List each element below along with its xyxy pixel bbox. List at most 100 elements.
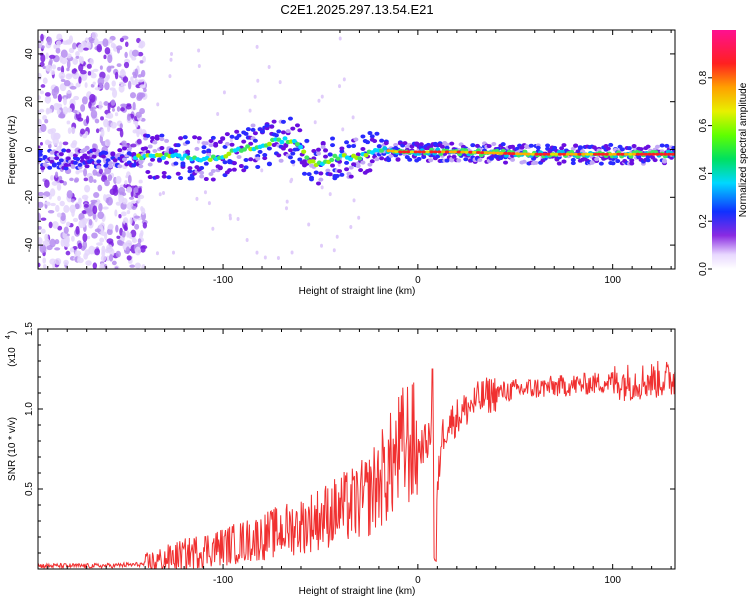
noise-speckle — [92, 143, 96, 149]
noise-speckle — [143, 88, 147, 93]
trace-peak — [452, 150, 458, 154]
noise-speckle — [216, 111, 220, 116]
snr-panel: -100 0 100 0.5 1.0 1.5 Height of straight lin… — [5, 322, 676, 597]
noise-speckle — [74, 177, 80, 183]
trace-halo — [234, 129, 240, 134]
noise-speckle — [140, 69, 146, 78]
noise-speckle — [197, 48, 201, 53]
noise-speckle — [57, 195, 61, 201]
trace-peak — [507, 152, 512, 156]
trace-core — [294, 142, 300, 147]
noise-speckle — [93, 179, 97, 184]
noise-speckle — [40, 217, 47, 221]
trace-peak — [402, 150, 407, 154]
trace-halo — [573, 143, 579, 148]
noise-speckle — [68, 47, 75, 54]
noise-speckle — [101, 249, 106, 258]
noise-speckle — [98, 168, 103, 175]
noise-speckle — [103, 194, 107, 202]
noise-speckle — [131, 238, 137, 244]
trace-halo — [252, 138, 258, 143]
trace-halo — [605, 146, 611, 151]
noise-speckle — [229, 138, 233, 143]
trace-halo — [145, 170, 151, 175]
noise-speckle — [207, 201, 211, 206]
trace-peak — [440, 150, 446, 154]
noise-speckle — [67, 73, 74, 78]
noise-speckle — [76, 257, 84, 264]
spectrogram-ylabel: Frequency (Hz) — [7, 116, 18, 185]
trace-halo — [369, 134, 375, 139]
trace-halo — [75, 157, 81, 162]
noise-speckle — [106, 65, 112, 73]
noise-speckle — [111, 260, 117, 266]
trace-peak — [592, 152, 598, 156]
noise-speckle — [96, 242, 103, 246]
trace-halo — [117, 148, 123, 153]
trace-halo — [175, 171, 181, 176]
noise-speckle — [74, 203, 80, 210]
trace-halo — [143, 146, 149, 151]
noise-speckle — [39, 141, 43, 146]
trace-halo — [201, 145, 207, 150]
noise-speckle — [276, 255, 280, 260]
trace-halo — [187, 166, 193, 171]
trace-peak — [651, 152, 656, 156]
trace-halo — [367, 168, 373, 173]
trace-halo — [330, 163, 336, 168]
trace-halo — [316, 181, 322, 186]
trace-peak — [659, 152, 664, 156]
trace-halo — [199, 170, 205, 175]
trace-halo — [224, 132, 230, 137]
noise-speckle — [39, 90, 44, 95]
noise-speckle — [58, 71, 66, 80]
noise-speckle — [53, 44, 57, 49]
trace-halo — [236, 133, 242, 138]
trace-halo — [100, 154, 106, 159]
trace-peak — [542, 152, 547, 156]
noise-speckle — [135, 111, 142, 118]
colorbar-tick-label: 0.2 — [698, 214, 709, 228]
trace-halo — [297, 157, 303, 162]
noise-speckle — [118, 84, 125, 93]
trace-halo — [360, 160, 366, 165]
trace-halo — [82, 147, 88, 152]
trace-peak — [503, 151, 508, 155]
noise-speckle — [84, 130, 89, 137]
trace-halo — [379, 156, 385, 161]
noise-speckle — [40, 33, 44, 42]
trace-core — [310, 159, 316, 164]
noise-speckle — [73, 95, 80, 101]
noise-speckle — [56, 212, 62, 218]
trace-halo — [154, 134, 160, 139]
trace-halo — [337, 169, 343, 174]
noise-speckle — [133, 187, 139, 194]
trace-peak — [515, 152, 520, 156]
trace-halo — [178, 136, 184, 141]
noise-speckle — [48, 221, 53, 229]
snr-xtick-label: 0 — [415, 575, 421, 586]
trace-core — [335, 156, 341, 161]
noise-speckle — [126, 210, 131, 215]
trace-peak — [573, 152, 578, 156]
noise-speckle — [46, 140, 52, 145]
trace-halo — [418, 142, 424, 147]
trace-halo — [645, 144, 651, 149]
trace-peak — [437, 150, 442, 154]
noise-speckle — [85, 260, 92, 266]
noise-speckle — [42, 257, 47, 264]
noise-speckle — [40, 195, 47, 199]
trace-halo — [318, 177, 324, 182]
noise-speckle — [111, 88, 118, 98]
trace-core — [279, 139, 285, 145]
noise-speckle — [136, 138, 142, 145]
noise-speckle — [58, 113, 66, 119]
snr-exponent-power: 4 — [5, 335, 12, 339]
trace-peak — [620, 152, 625, 156]
trace-halo — [112, 158, 118, 163]
trace-halo — [241, 168, 247, 173]
trace-peak — [468, 150, 473, 154]
spectrogram-ytick-label: -40 — [24, 237, 35, 252]
noise-speckle — [129, 264, 136, 268]
trace-peak — [394, 150, 399, 154]
